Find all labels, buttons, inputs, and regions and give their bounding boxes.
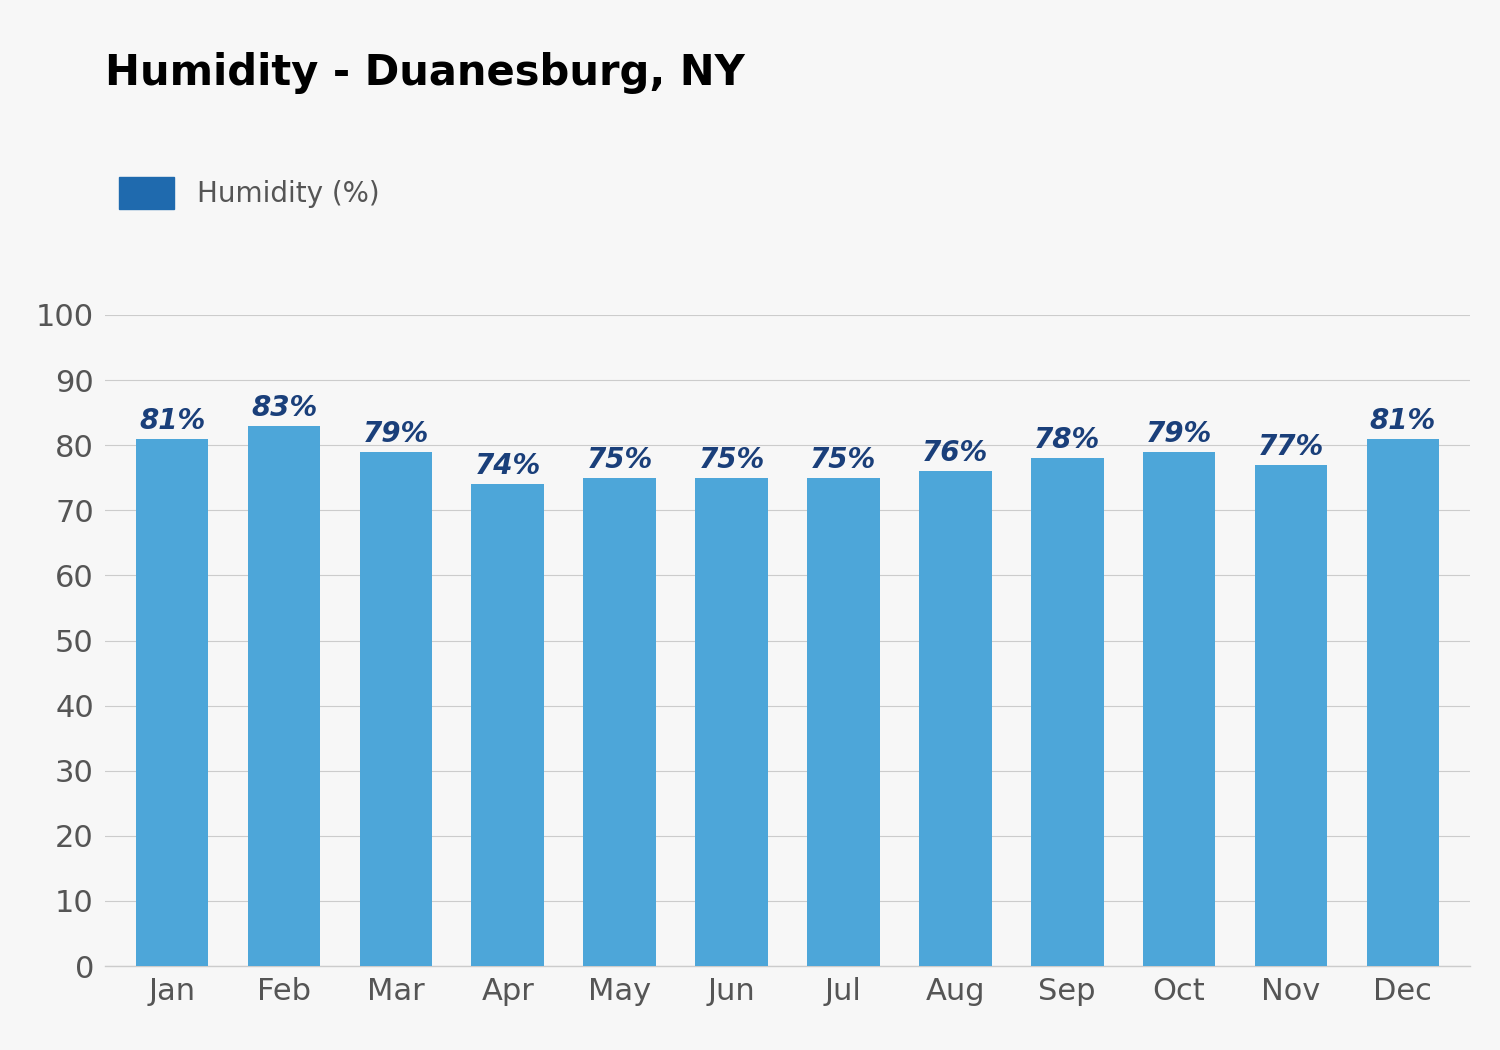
Bar	[1143, 452, 1215, 966]
Bar	[920, 471, 992, 966]
Text: 75%: 75%	[699, 446, 765, 474]
Text: 76%: 76%	[922, 439, 988, 467]
Text: 81%: 81%	[140, 406, 206, 435]
Text: 81%: 81%	[1370, 406, 1436, 435]
Bar	[136, 439, 209, 966]
Text: 75%: 75%	[810, 446, 876, 474]
Text: 74%: 74%	[474, 453, 542, 480]
Text: Humidity - Duanesburg, NY: Humidity - Duanesburg, NY	[105, 52, 744, 94]
Bar	[248, 425, 321, 966]
Bar	[1030, 458, 1104, 966]
Bar	[1366, 439, 1438, 966]
Legend: Humidity (%): Humidity (%)	[118, 176, 380, 209]
Text: 78%: 78%	[1034, 426, 1101, 455]
Text: 75%: 75%	[586, 446, 652, 474]
Text: 79%: 79%	[1146, 420, 1212, 447]
Bar	[694, 478, 768, 966]
Bar	[807, 478, 880, 966]
Text: 83%: 83%	[251, 394, 316, 422]
Text: 79%: 79%	[363, 420, 429, 447]
Bar	[471, 484, 544, 966]
Text: 77%: 77%	[1258, 433, 1324, 461]
Bar	[1254, 465, 1328, 966]
Bar	[584, 478, 656, 966]
Bar	[360, 452, 432, 966]
